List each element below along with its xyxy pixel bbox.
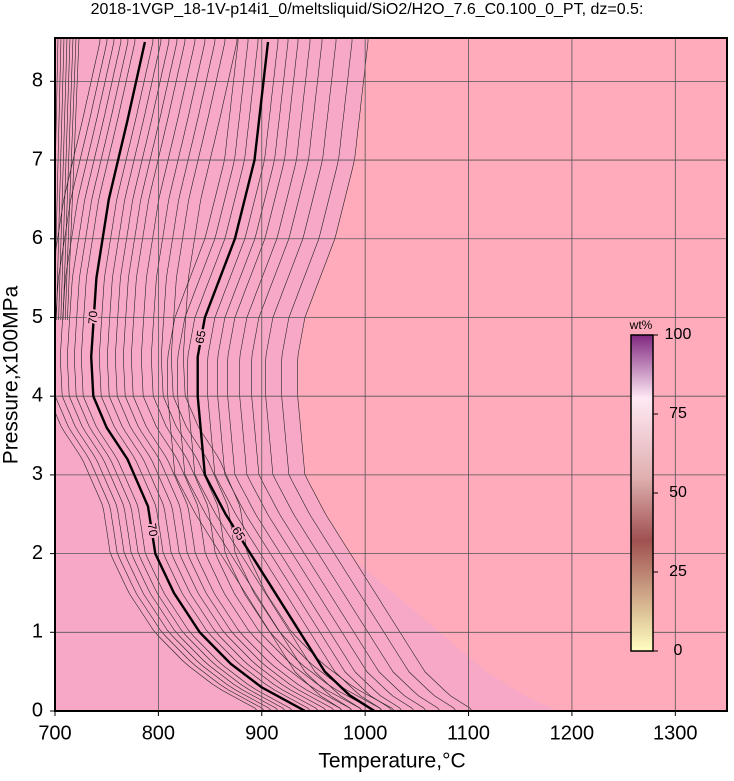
melt-region [55,38,556,711]
plot-frame [54,37,728,712]
thin-contour [123,38,335,711]
thin-contour [265,38,441,711]
colorbar-tick-label: 75 [669,405,687,422]
thin-contour [58,38,68,321]
thin-contour [161,38,373,711]
contour-line [196,41,376,711]
y-tick-label: 8 [32,70,43,92]
thin-contour [67,38,80,321]
thin-contour [207,38,383,711]
chart-title: 2018-1VGP_18-1V-p14i1_0/meltsliquid/SiO2… [91,1,644,18]
thin-contour [187,38,363,711]
thin-contour [81,38,293,711]
y-tick-label: 5 [32,306,43,328]
thin-contour [227,38,403,711]
thin-contour [131,38,343,711]
colorbar-label: wt% [629,318,653,332]
thin-contour [99,38,311,711]
thin-contour [67,38,279,711]
y-tick-label: 7 [32,148,43,170]
thin-contour [177,38,353,711]
contour-label: 65 [192,329,208,345]
y-axis-title: Pressure,x100MPa [0,285,23,464]
y-tick-label: 4 [32,384,43,406]
thin-contour [141,38,353,711]
thin-contour [251,38,427,711]
thin-contour [183,38,395,711]
x-tick-label: 800 [142,722,175,744]
thin-contour [74,38,286,711]
thin-contour [167,38,343,711]
contour-label: 70 [86,310,101,325]
thin-contour [56,38,65,321]
thin-contour [60,38,272,711]
contour-label: 70 [145,522,161,538]
x-tick-label: 700 [38,722,71,744]
thin-contour [55,38,258,711]
x-tick-label: 900 [245,722,278,744]
y-tick-label: 1 [32,621,43,643]
thin-contour [297,38,473,711]
thin-contour [64,38,77,321]
x-tick-label: 1100 [447,722,490,744]
colorbar-tick-label: 50 [669,484,687,501]
thin-contour [151,38,363,711]
y-tick-label: 3 [32,463,43,485]
thin-contour [115,38,327,711]
thin-contour [60,38,71,321]
thin-contour [239,38,415,711]
colorbar [630,334,654,652]
colorbar-tick-label: 0 [674,642,683,659]
x-tick-label: 1000 [343,722,388,744]
x-tick-label: 1200 [550,722,595,744]
thin-contour [62,38,74,321]
y-tick-label: 6 [32,227,43,249]
contour-line [89,41,306,711]
y-tick-label: 0 [32,699,43,721]
thin-contour [281,38,457,711]
thin-contour [55,38,59,194]
colorbar-tick-label: 100 [665,326,692,343]
x-axis-title: Temperature,°C [318,750,465,773]
colorbar-tick-label: 25 [669,563,687,580]
thin-contour [55,38,265,711]
x-tick-label: 1300 [653,722,698,744]
y-tick-label: 2 [32,542,43,564]
thin-contour [217,38,393,711]
thin-contour [107,38,319,711]
